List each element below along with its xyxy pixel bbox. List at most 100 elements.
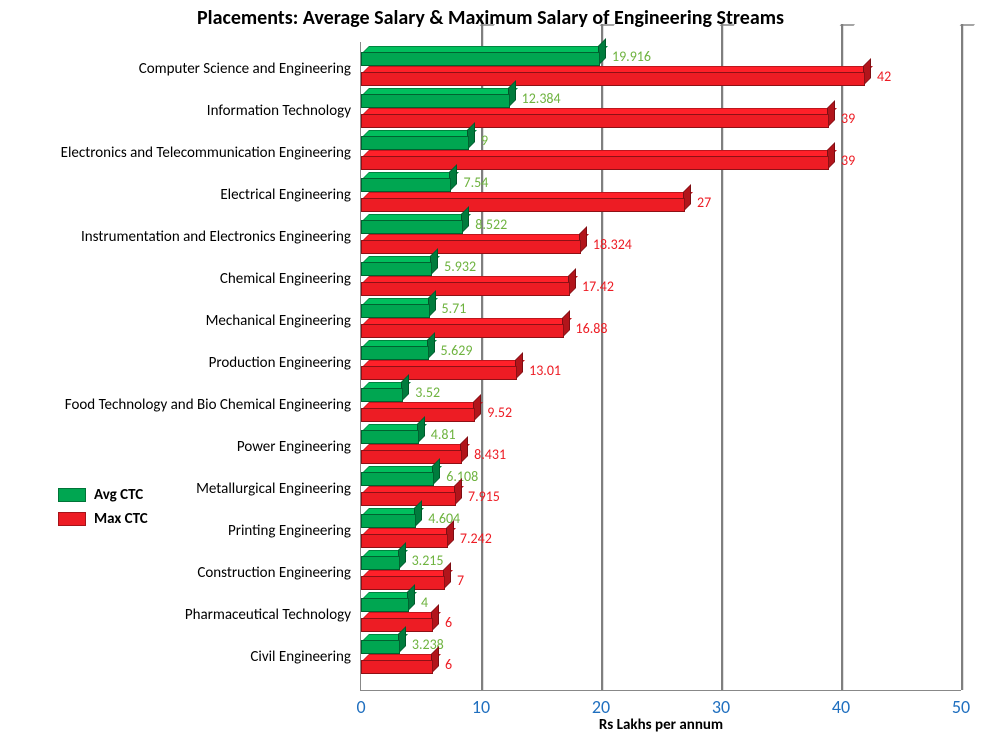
max-value-label: 39 <box>829 152 855 169</box>
max-value-label: 16.88 <box>564 320 608 337</box>
avg-value-label: 19.916 <box>600 48 651 65</box>
max-bar: 7.915 <box>361 492 456 506</box>
salary-chart: Placements: Average Salary & Maximum Sal… <box>0 0 981 739</box>
avg-bar: 4 <box>361 598 409 612</box>
avg-bar: 12.384 <box>361 94 510 108</box>
max-value-label: 6 <box>433 614 452 631</box>
bar-group: Metallurgical Engineering6.1087.915 <box>361 468 961 510</box>
avg-bar: 3.238 <box>361 640 400 654</box>
avg-bar: 7.54 <box>361 178 451 192</box>
avg-value-label: 4.81 <box>419 426 456 443</box>
max-value-label: 7 <box>445 572 464 589</box>
bar-group: Production Engineering5.62913.01 <box>361 342 961 384</box>
max-bar: 42 <box>361 72 865 86</box>
category-label: Chemical Engineering <box>1 270 361 288</box>
legend-swatch <box>58 512 86 526</box>
x-tick-label: 50 <box>952 696 970 718</box>
category-label: Computer Science and Engineering <box>1 60 361 78</box>
x-tick-label: 40 <box>832 696 850 718</box>
category-label: Electronics and Telecommunication Engine… <box>1 144 361 162</box>
bar-group: Electronics and Telecommunication Engine… <box>361 132 961 174</box>
avg-bar: 5.932 <box>361 262 432 276</box>
category-label: Printing Engineering <box>1 522 361 540</box>
max-value-label: 9.52 <box>475 404 512 421</box>
avg-bar: 8.522 <box>361 220 463 234</box>
grid-line <box>961 24 964 690</box>
x-tick-label: 20 <box>592 696 610 718</box>
category-label: Power Engineering <box>1 438 361 456</box>
bar-group: Electrical Engineering7.5427 <box>361 174 961 216</box>
max-value-label: 7.242 <box>448 530 492 547</box>
avg-value-label: 3.215 <box>400 552 444 569</box>
avg-bar: 9 <box>361 136 469 150</box>
max-bar: 9.52 <box>361 408 475 422</box>
avg-value-label: 7.54 <box>451 174 488 191</box>
max-bar: 39 <box>361 156 829 170</box>
avg-bar: 3.52 <box>361 388 403 402</box>
bar-group: Instrumentation and Electronics Engineer… <box>361 216 961 258</box>
max-bar: 6 <box>361 618 433 632</box>
max-value-label: 17.42 <box>570 278 614 295</box>
avg-bar: 5.629 <box>361 346 429 360</box>
legend-item: Avg CTC <box>58 486 148 504</box>
category-label: Electrical Engineering <box>1 186 361 204</box>
category-label: Pharmaceutical Technology <box>1 606 361 624</box>
bar-group: Mechanical Engineering5.7116.88 <box>361 300 961 342</box>
avg-value-label: 4 <box>409 594 428 611</box>
max-bar: 39 <box>361 114 829 128</box>
category-label: Information Technology <box>1 102 361 120</box>
max-value-label: 42 <box>865 68 891 85</box>
max-value-label: 27 <box>685 194 711 211</box>
max-bar: 13.01 <box>361 366 517 380</box>
avg-value-label: 5.71 <box>430 300 467 317</box>
legend-label: Avg CTC <box>94 486 143 504</box>
max-value-label: 8.431 <box>462 446 506 463</box>
bar-group: Pharmaceutical Technology46 <box>361 594 961 636</box>
category-label: Construction Engineering <box>1 564 361 582</box>
avg-bar: 3.215 <box>361 556 400 570</box>
avg-value-label: 5.932 <box>432 258 476 275</box>
max-bar: 8.431 <box>361 450 462 464</box>
category-label: Mechanical Engineering <box>1 312 361 330</box>
max-bar: 17.42 <box>361 282 570 296</box>
category-label: Production Engineering <box>1 354 361 372</box>
bar-group: Civil Engineering3.2386 <box>361 636 961 678</box>
x-tick-label: 0 <box>356 696 365 718</box>
bar-group: Information Technology12.38439 <box>361 90 961 132</box>
avg-bar: 5.71 <box>361 304 430 318</box>
avg-bar: 19.916 <box>361 52 600 66</box>
avg-value-label: 8.522 <box>463 216 507 233</box>
max-bar: 6 <box>361 660 433 674</box>
bar-group: Printing Engineering4.6047.242 <box>361 510 961 552</box>
bar-group: Computer Science and Engineering19.91642 <box>361 48 961 90</box>
x-axis-title: Rs Lakhs per annum <box>599 716 723 734</box>
max-value-label: 7.915 <box>456 488 500 505</box>
plot-area: Rs Lakhs per annum 01020304050Computer S… <box>360 42 961 691</box>
legend-swatch <box>58 488 86 502</box>
category-label: Instrumentation and Electronics Engineer… <box>1 228 361 246</box>
avg-value-label: 9 <box>469 132 488 149</box>
max-value-label: 6 <box>433 656 452 673</box>
x-tick-label: 30 <box>712 696 730 718</box>
avg-value-label: 12.384 <box>510 90 561 107</box>
category-label: Food Technology and Bio Chemical Enginee… <box>1 396 361 414</box>
legend-item: Max CTC <box>58 510 148 528</box>
category-label: Civil Engineering <box>1 648 361 666</box>
avg-value-label: 3.52 <box>403 384 440 401</box>
bar-group: Construction Engineering3.2157 <box>361 552 961 594</box>
avg-bar: 4.604 <box>361 514 416 528</box>
legend-label: Max CTC <box>94 510 148 528</box>
x-tick-label: 10 <box>472 696 490 718</box>
max-bar: 27 <box>361 198 685 212</box>
bar-group: Power Engineering4.818.431 <box>361 426 961 468</box>
max-bar: 7 <box>361 576 445 590</box>
max-value-label: 18.324 <box>581 236 632 253</box>
legend: Avg CTC Max CTC <box>58 486 148 534</box>
max-bar: 16.88 <box>361 324 564 338</box>
max-value-label: 39 <box>829 110 855 127</box>
bar-group: Chemical Engineering5.93217.42 <box>361 258 961 300</box>
avg-bar: 6.108 <box>361 472 434 486</box>
bar-group: Food Technology and Bio Chemical Enginee… <box>361 384 961 426</box>
avg-value-label: 5.629 <box>429 342 473 359</box>
avg-bar: 4.81 <box>361 430 419 444</box>
